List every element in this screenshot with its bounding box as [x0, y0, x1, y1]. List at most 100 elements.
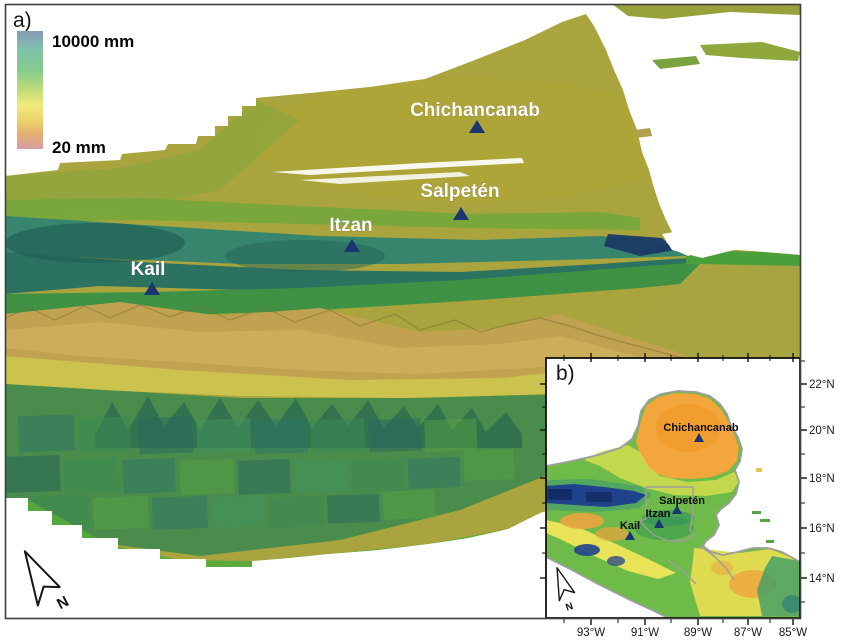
island — [652, 56, 700, 69]
colorbar: 10000 mm 20 mm — [17, 31, 134, 157]
north-arrow-label: N — [54, 593, 72, 613]
site-marker-triangle — [625, 531, 635, 540]
lat-tick-label: 14°N — [809, 573, 835, 585]
terrain-tile — [326, 493, 380, 524]
inset-precip-patches — [546, 393, 800, 616]
island-strip — [700, 42, 800, 61]
inset-bay-cut — [741, 469, 757, 494]
panel-a-map — [5, 4, 800, 567]
site-kail-b: Kail — [620, 520, 640, 540]
terrain-tile — [463, 449, 515, 481]
terrain-teal-band-1 — [5, 216, 688, 264]
inset-coastline — [546, 390, 800, 618]
border-el-salvador — [667, 559, 697, 585]
island — [634, 128, 652, 138]
terrain-green-upper — [5, 198, 640, 230]
terrain-tile — [368, 418, 422, 453]
inset-north-arrow: N — [556, 567, 576, 614]
north-arrow-icon — [23, 550, 61, 607]
terrain-tile — [351, 458, 405, 493]
terrain-yellow-band — [5, 356, 560, 398]
coast-bay-cut — [662, 228, 742, 258]
site-label: Chichancanab — [663, 422, 738, 434]
lon-tick-label: 89°W — [684, 627, 712, 639]
site-marker-triangle — [144, 282, 160, 295]
lat-tick-label: 18°N — [809, 473, 835, 485]
site-marker-triangle — [694, 433, 704, 442]
lat-tick-label: 16°N — [809, 523, 835, 535]
lake-sliver — [300, 172, 470, 184]
terrain-tile — [78, 416, 132, 453]
terrain-coastal-green — [5, 100, 300, 212]
site-itzan-b: Itzan — [645, 508, 671, 528]
lon-tick-label: 91°W — [631, 627, 659, 639]
site-salpeten-a: Salpetén — [420, 181, 500, 220]
panel-a-frame — [4, 3, 802, 620]
north-arrow-label: N — [564, 601, 574, 614]
inset-cays — [752, 468, 774, 543]
colorbar-min-label: 20 mm — [52, 138, 106, 157]
site-label: Salpetén — [659, 495, 705, 507]
site-label: Chichancanab — [410, 100, 540, 121]
cay — [756, 468, 762, 472]
border-guatemala-west — [639, 487, 695, 542]
terrain-navy-patch — [604, 234, 676, 256]
terrain-green-band — [5, 260, 800, 318]
terrain-tile — [424, 418, 478, 453]
site-label: Itzan — [329, 215, 372, 236]
north-arrow: N — [23, 550, 72, 613]
site-marker-triangle — [654, 519, 664, 528]
inset-axis-labels: 93°W 91°W 89°W 87°W 85°W 22°N 20°N 18°N … — [577, 379, 835, 639]
terrain-dark-core-2 — [225, 240, 385, 272]
terrain-tile — [382, 489, 436, 520]
site-chichancanab-a: Chichancanab — [410, 100, 540, 133]
terrain-shading — [5, 78, 800, 567]
lon-tick-label: 85°W — [779, 627, 807, 639]
north-arrow-icon — [556, 567, 576, 602]
site-label: Salpetén — [420, 181, 499, 202]
site-marker-triangle — [672, 505, 682, 514]
inset-teal-corner — [782, 595, 800, 613]
terrain-tile — [254, 418, 308, 455]
inset-blue-core — [586, 492, 612, 502]
terrain-tile — [138, 416, 194, 455]
terrain-tile — [17, 414, 76, 453]
inset-orange-blob — [560, 513, 604, 529]
cay — [752, 511, 761, 514]
inset-blue-blob — [574, 544, 600, 556]
site-label: Kail — [620, 520, 640, 532]
terrain-tile — [293, 458, 349, 493]
panel-a-label: a) — [13, 9, 32, 32]
terrain-dark-core-1 — [5, 223, 185, 263]
terrain-tile — [63, 456, 120, 493]
terrain-tile — [196, 418, 252, 455]
terrain-tile — [5, 454, 61, 493]
lat-tick-label: 22°N — [809, 379, 835, 391]
lat-tick-label: 20°N — [809, 425, 835, 437]
patchwork-tiles — [5, 414, 515, 530]
site-label: Kail — [131, 259, 166, 280]
terrain-ridge-highlight — [5, 322, 672, 376]
terrain-ridge-texture — [5, 304, 691, 361]
lon-tick-label: 87°W — [734, 627, 762, 639]
lon-tick-label: 93°W — [577, 627, 605, 639]
site-marker-triangle — [453, 207, 469, 220]
terrain-tile — [92, 495, 149, 530]
site-chichancanab-b: Chichancanab — [663, 422, 739, 442]
island-strip — [612, 4, 800, 19]
terrain-teal-band-2 — [5, 252, 688, 294]
border-honduras — [699, 545, 735, 581]
inset-orange-core — [656, 404, 720, 452]
border-guatemala-north — [646, 486, 695, 536]
inset-orange-blob — [595, 527, 629, 541]
site-marker-triangle — [344, 239, 360, 252]
site-itzan-a: Itzan — [329, 215, 373, 252]
cay — [760, 519, 770, 522]
inset-blue-core — [548, 489, 572, 500]
inset-blue-blob — [607, 556, 625, 566]
lake-sliver — [272, 158, 524, 175]
colorbar-gradient — [17, 31, 43, 149]
terrain-tile — [179, 458, 235, 495]
